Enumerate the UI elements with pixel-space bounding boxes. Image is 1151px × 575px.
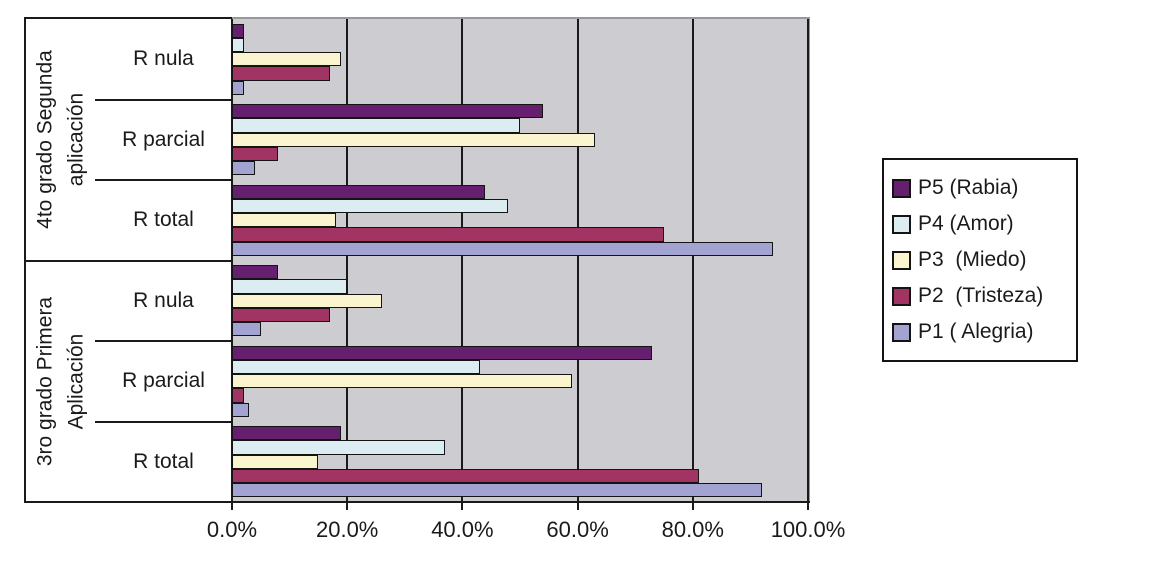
bar (232, 388, 244, 403)
category-label: R nula (133, 47, 194, 71)
bar (232, 132, 595, 147)
bar (232, 37, 244, 53)
legend-label: P5 (Rabia) (918, 176, 1019, 199)
bar (232, 198, 509, 214)
x-tick-label: 60.0% (546, 517, 609, 542)
group-label: 3ro grado Primera Aplicación (32, 296, 87, 466)
legend: P5 (Rabia) P4 (Amor) P3 (Miedo) P2 (Tristez… (882, 158, 1078, 362)
y-axis-line (231, 19, 233, 503)
bar (232, 161, 256, 176)
x-tick-label: 100.0% (770, 517, 846, 542)
bar (232, 80, 244, 95)
bar (232, 279, 348, 294)
x-tick-label: 20.0% (315, 517, 379, 542)
x-axis-line (24, 501, 810, 503)
x-tick-label: 80.0% (661, 517, 724, 542)
legend-item: P2 (Tristeza) (892, 284, 1072, 308)
legend-swatch (892, 286, 911, 306)
bar (232, 468, 699, 484)
x-axis-tick (461, 502, 464, 510)
bar (232, 66, 330, 81)
bar (232, 118, 520, 133)
gridline (576, 19, 579, 502)
legend-item: P4 (Amor) (892, 212, 1072, 236)
category-separator-line (95, 340, 232, 342)
x-tick-label: 40.0% (431, 517, 494, 542)
x-axis-tick (691, 502, 694, 510)
category-label: R total (133, 449, 194, 473)
legend-swatch (892, 250, 911, 270)
bar (232, 241, 774, 256)
x-axis-tick (346, 502, 349, 510)
bar (232, 265, 279, 280)
plot-border-right (808, 17, 810, 502)
plot-area (232, 19, 808, 502)
gridline (807, 19, 809, 502)
x-axis-tick (231, 502, 233, 510)
category-separator-line (95, 98, 232, 101)
bar (232, 374, 572, 389)
bar (232, 440, 446, 455)
label-area-top-line (24, 17, 232, 19)
gridline (461, 19, 464, 502)
bar (232, 402, 250, 417)
bar (232, 146, 279, 162)
group-separator-line (24, 259, 232, 262)
legend-swatch (892, 214, 911, 234)
legend-label: P3 (Miedo) (918, 248, 1027, 271)
gridline (346, 19, 349, 502)
gridline (691, 19, 694, 502)
bar (232, 483, 762, 498)
category-label: R nula (133, 288, 194, 312)
category-label: R total (133, 208, 194, 232)
legend-label: P4 (Amor) (918, 212, 1014, 235)
category-separator-line (95, 179, 232, 181)
bar (232, 307, 330, 323)
category-separator-line (95, 420, 232, 423)
bar (232, 426, 342, 441)
legend-item: P3 (Miedo) (892, 248, 1072, 272)
legend-item: P1 ( Alegria) (892, 320, 1072, 344)
x-axis-tick (576, 502, 579, 510)
category-label: R parcial (122, 127, 205, 151)
legend-label: P2 (Tristeza) (918, 284, 1044, 307)
x-tick-label: 0.0% (206, 517, 258, 542)
bar (232, 227, 664, 242)
legend-swatch (892, 178, 911, 198)
bar (232, 454, 319, 469)
bar (232, 184, 486, 199)
bar (232, 293, 382, 308)
x-axis-tick (807, 502, 809, 510)
group-label: 4to grado Segunda aplicación (32, 50, 87, 230)
bar (232, 104, 544, 119)
legend-swatch (892, 322, 911, 342)
bar (232, 345, 653, 360)
plot-border-top (232, 17, 810, 19)
bar (232, 359, 480, 375)
legend-item: P5 (Rabia) (892, 176, 1072, 200)
bar (232, 322, 261, 337)
legend-label: P1 ( Alegria) (918, 320, 1034, 343)
bar (232, 213, 336, 228)
bar (232, 23, 244, 38)
category-label: R parcial (122, 369, 205, 393)
bar (232, 52, 342, 67)
